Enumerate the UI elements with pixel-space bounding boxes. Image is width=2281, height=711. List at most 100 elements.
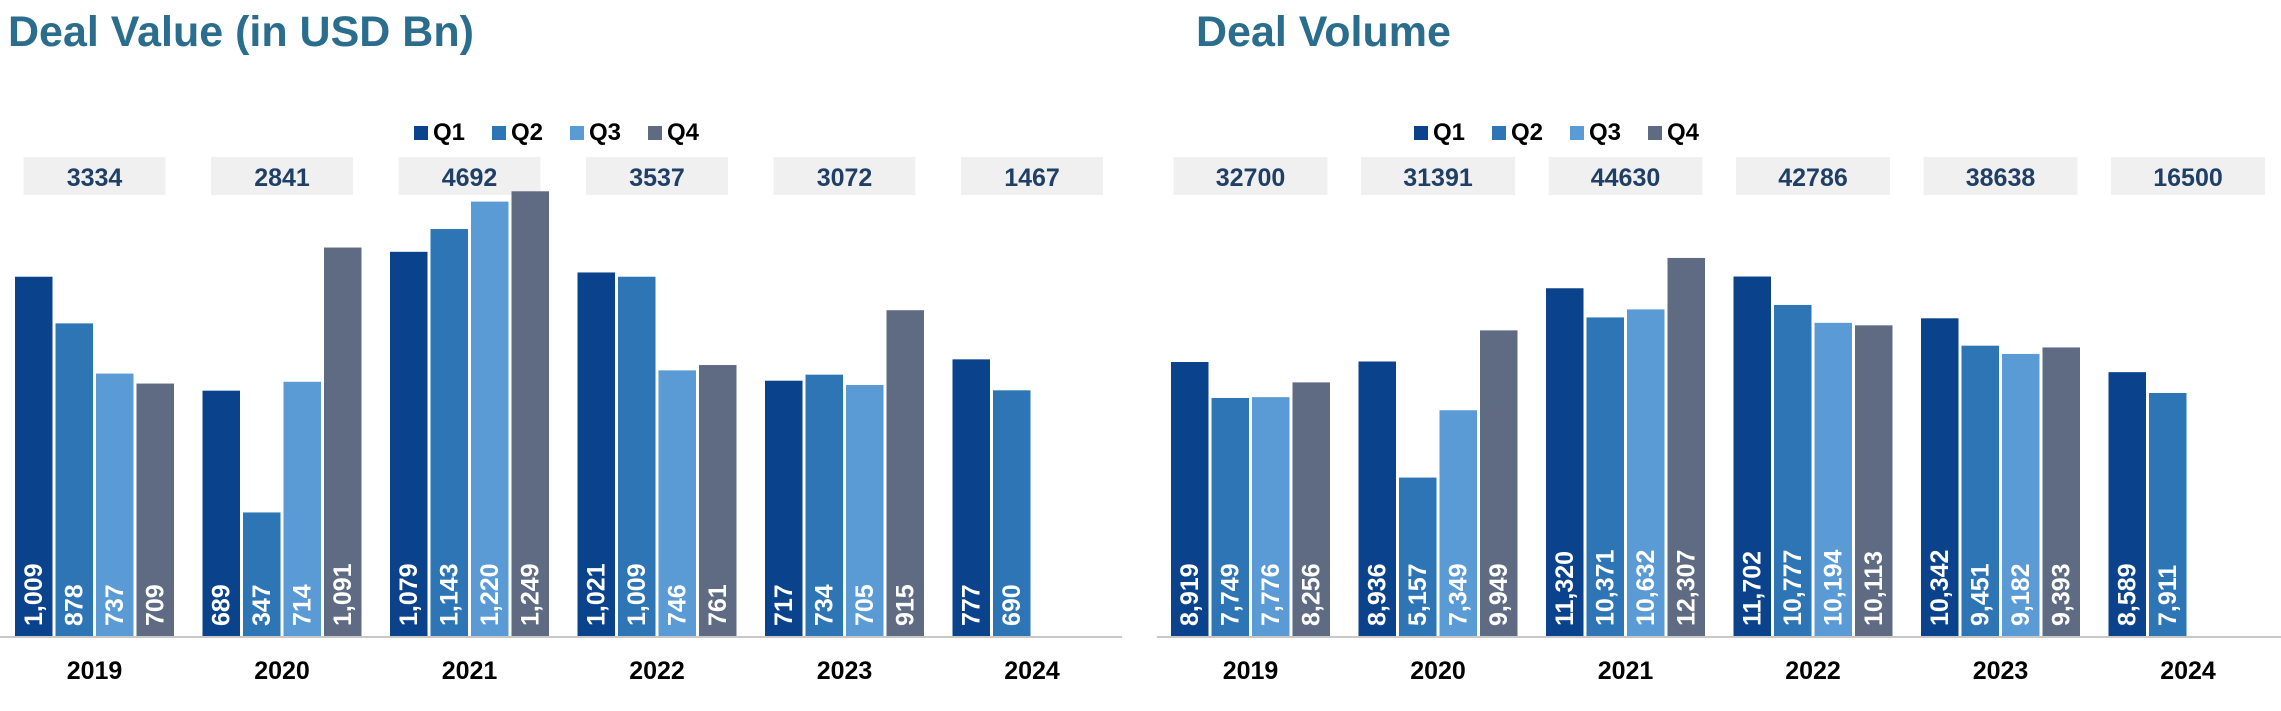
deal-value-chart: Q1 Q2 Q3 Q4 3334 1,009 878 737 709 2019 2841 689 347… (0, 119, 1122, 685)
volume-data-label-2019-q4: 8,256 (1297, 563, 1325, 626)
value-bar-2020-q2 (243, 512, 281, 636)
value-total-2019: 3334 (67, 164, 123, 192)
volume-data-label-2021-q3: 10,632 (1632, 550, 1660, 626)
volume-data-label-2022-q1: 11,702 (1738, 551, 1766, 626)
volume-category-label-2022: 2022 (1785, 657, 1841, 685)
volume-data-label-2020-q1: 8,936 (1363, 563, 1391, 626)
volume-total-box-2021 (1548, 157, 1703, 195)
deal-volume-title: Deal Volume (1196, 8, 1451, 56)
volume-bar-2020-q3 (1439, 410, 1477, 636)
volume-category-label-2023: 2023 (1973, 657, 2029, 685)
volume-total-2019: 32700 (1216, 164, 1286, 192)
volume-total-2024: 16500 (2153, 164, 2223, 192)
volume-legend-label-q3: Q3 (1589, 119, 1621, 146)
value-legend-label-q2: Q2 (511, 119, 543, 146)
value-bar-2020-q3 (283, 381, 321, 636)
value-legend-swatch-q2 (492, 126, 506, 140)
value-data-label-2019-q3: 737 (101, 584, 129, 626)
volume-bar-2022-q4 (1855, 325, 1893, 636)
value-legend-swatch-q4 (648, 126, 662, 140)
value-data-label-2019-q2: 878 (60, 584, 88, 626)
volume-legend-label-q2: Q2 (1511, 119, 1543, 146)
value-data-label-2019-q1: 1,009 (20, 563, 48, 626)
volume-bar-2022-q1 (1733, 276, 1771, 636)
value-legend-swatch-q3 (570, 126, 584, 140)
value-bar-2022-q2 (618, 276, 656, 636)
volume-data-label-2021-q4: 12,307 (1672, 550, 1700, 626)
value-data-label-2022-q3: 746 (663, 584, 691, 626)
value-bar-2022-q4 (699, 365, 737, 636)
value-bar-2020-q1 (202, 390, 240, 636)
volume-bar-2021-q2 (1586, 317, 1624, 636)
value-bar-2019-q4 (136, 383, 174, 636)
volume-legend: Q1 Q2 Q3 Q4 (1414, 119, 1700, 146)
value-bar-2019-q2 (55, 323, 93, 636)
volume-bar-2019-q3 (1252, 397, 1290, 636)
volume-bar-2023-q4 (2042, 347, 2080, 636)
volume-data-label-2022-q2: 10,777 (1779, 550, 1807, 626)
volume-bar-2022-q2 (1774, 304, 1812, 636)
value-legend-label-q3: Q3 (589, 119, 621, 146)
volume-data-label-2023-q2: 9,451 (1966, 563, 1994, 626)
value-bar-2022-q3 (658, 370, 696, 636)
volume-legend-swatch-q4 (1648, 126, 1662, 140)
volume-bar-2024-q1 (2108, 372, 2146, 636)
volume-category-label-2021: 2021 (1598, 657, 1654, 685)
volume-category-label-2024: 2024 (2160, 657, 2216, 685)
volume-total-2020: 31391 (1403, 164, 1473, 192)
volume-data-label-2023-q4: 9,393 (2047, 563, 2075, 626)
volume-legend-label-q1: Q1 (1433, 119, 1465, 146)
volume-data-label-2023-q1: 10,342 (1926, 550, 1954, 626)
value-bar-2023-q4 (886, 310, 924, 636)
volume-total-box-2023 (1923, 157, 2078, 195)
value-data-label-2020-q2: 347 (248, 584, 276, 626)
volume-data-label-2020-q3: 7,349 (1444, 563, 1472, 626)
volume-legend-swatch-q1 (1414, 126, 1428, 140)
value-bar-2022-q1 (577, 272, 615, 636)
value-data-label-2022-q4: 761 (704, 584, 732, 626)
volume-bar-2022-q3 (1814, 322, 1852, 636)
volume-data-label-2024-q1: 8,589 (2113, 563, 2141, 626)
value-total-2023: 3072 (817, 164, 873, 192)
deal-value-title: Deal Value (in USD Bn) (8, 8, 474, 56)
value-bar-2019-q3 (96, 373, 134, 636)
value-data-label-2024-q1: 777 (957, 584, 985, 626)
value-total-2020: 2841 (254, 164, 310, 192)
volume-category-label-2020: 2020 (1410, 657, 1466, 685)
value-data-label-2020-q1: 689 (207, 584, 235, 626)
value-data-label-2023-q4: 915 (891, 584, 919, 626)
value-total-2022: 3537 (629, 164, 685, 192)
volume-total-box-2019 (1173, 157, 1328, 195)
value-bar-2024-q2 (993, 390, 1031, 636)
volume-bar-2021-q3 (1627, 309, 1665, 636)
volume-category-label-2019: 2019 (1223, 657, 1279, 685)
volume-bar-2020-q1 (1358, 361, 1396, 636)
value-legend: Q1 Q2 Q3 Q4 (414, 119, 700, 146)
volume-data-label-2022-q4: 10,113 (1860, 551, 1888, 626)
volume-data-label-2019-q2: 7,749 (1216, 563, 1244, 626)
volume-total-box-2022 (1736, 157, 1890, 195)
volume-legend-label-q4: Q4 (1667, 119, 1700, 146)
value-bar-2021-q3 (471, 201, 509, 636)
volume-bar-2019-q4 (1292, 382, 1330, 636)
value-bar-2024-q1 (952, 359, 990, 636)
value-total-box-2020 (211, 157, 353, 195)
volume-bar-2021-q4 (1667, 257, 1705, 636)
volume-legend-swatch-q2 (1492, 126, 1506, 140)
value-bar-2019-q1 (15, 276, 53, 636)
value-total-box-2023 (773, 157, 916, 195)
volume-total-box-2024 (2111, 157, 2265, 195)
volume-bar-2024-q2 (2149, 392, 2187, 636)
value-bar-2023-q2 (805, 374, 843, 636)
volume-bar-2020-q2 (1399, 477, 1437, 636)
value-category-label-2024: 2024 (1004, 657, 1060, 685)
value-legend-label-q4: Q4 (667, 119, 700, 146)
volume-data-label-2019-q1: 8,919 (1176, 563, 1204, 626)
volume-data-label-2023-q3: 9,182 (2007, 563, 2035, 626)
value-data-label-2022-q2: 1,009 (623, 563, 651, 626)
value-data-label-2023-q1: 717 (770, 584, 798, 626)
volume-data-label-2021-q1: 11,320 (1551, 551, 1579, 626)
value-bar-2023-q3 (846, 384, 884, 636)
volume-total-2021: 44630 (1591, 164, 1661, 192)
value-total-box-2022 (586, 157, 728, 195)
